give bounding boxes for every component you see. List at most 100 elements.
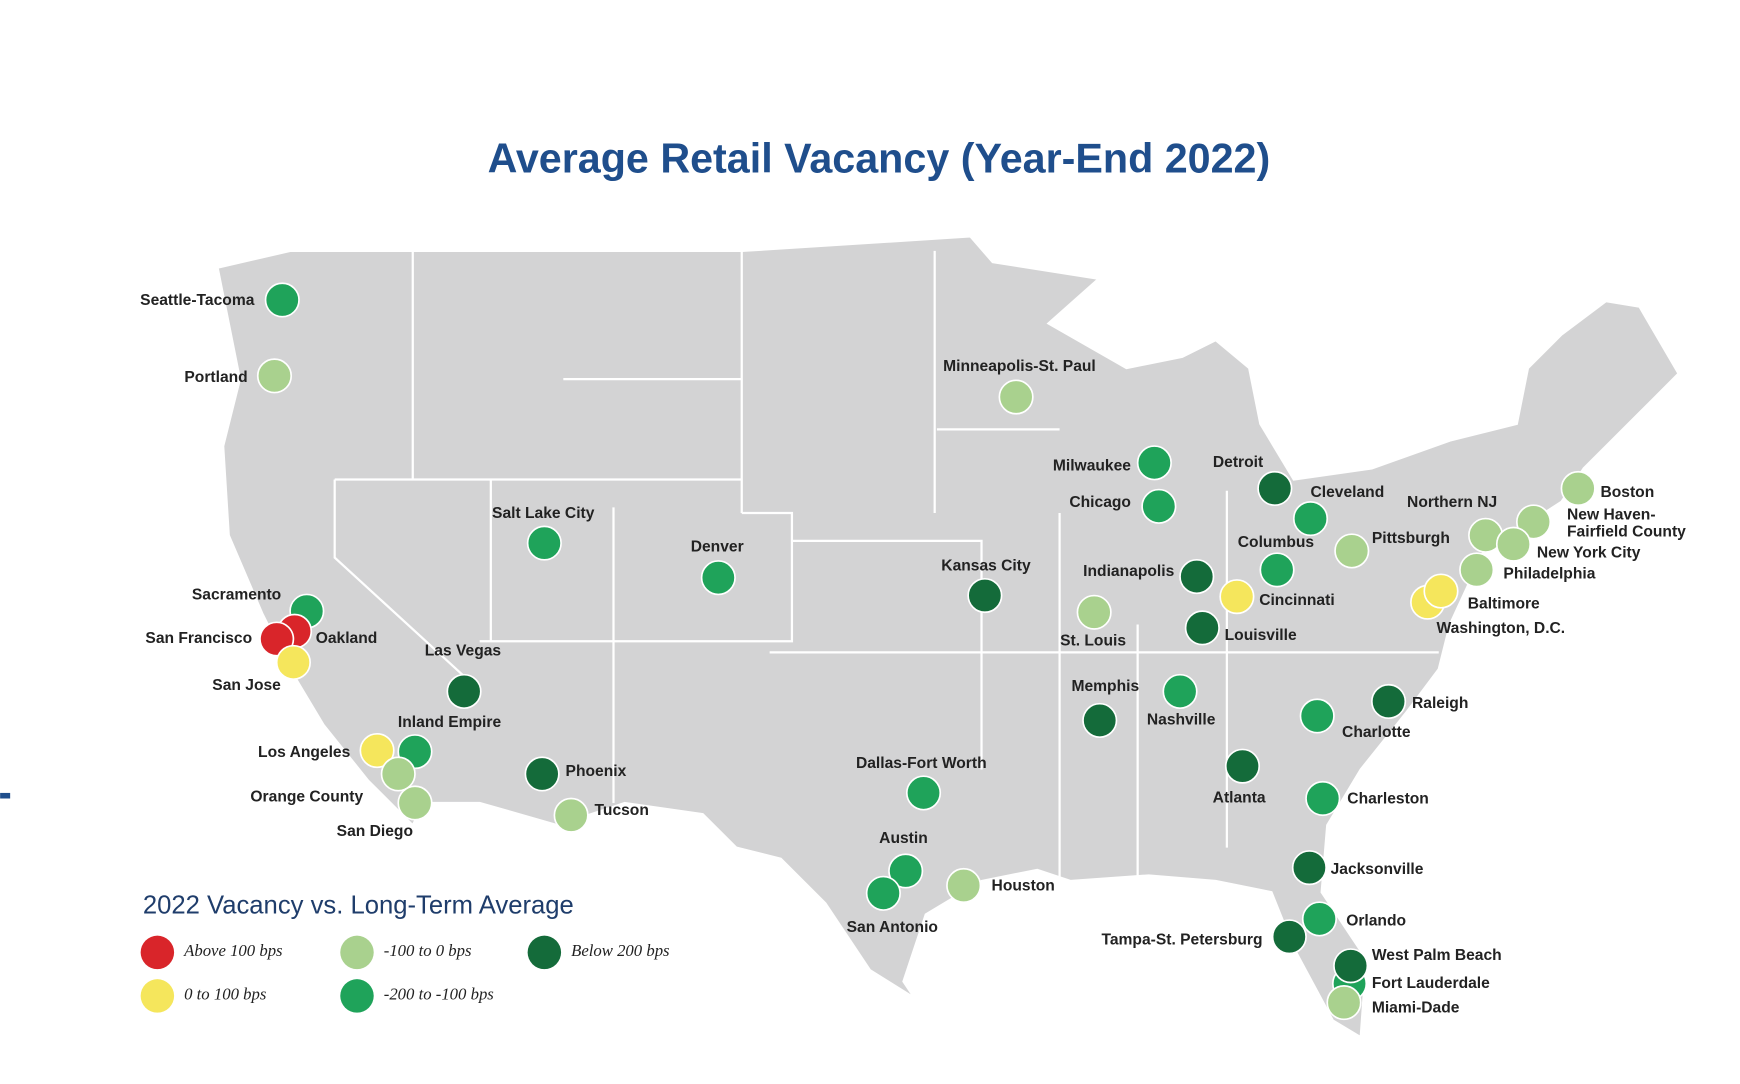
city-marker [1423, 573, 1459, 609]
city-marker [967, 577, 1003, 614]
city-label: Pittsburgh [1372, 530, 1450, 547]
city-label: Denver [691, 539, 744, 556]
city-marker [1333, 948, 1369, 984]
city-marker [359, 732, 395, 769]
city-label: West Palm Beach [1372, 947, 1502, 964]
legend-swatch [340, 935, 374, 970]
city-label: Baltimore [1468, 596, 1540, 613]
map-title: Average Retail Vacancy (Year-End 2022) [488, 136, 1271, 182]
city-marker [1141, 488, 1177, 524]
legend-swatch [140, 935, 175, 970]
city-label: Indianapolis [1083, 563, 1174, 580]
legend-label: 0 to 100 bps [184, 985, 266, 1004]
city-marker [1179, 559, 1215, 595]
city-label: San Antonio [847, 919, 938, 936]
city-marker [1257, 470, 1293, 507]
city-marker [1299, 698, 1335, 734]
city-marker [526, 525, 562, 561]
city-label: Salt Lake City [492, 505, 595, 522]
city-marker [397, 785, 433, 821]
city-marker [1334, 533, 1370, 569]
city-label: Dallas-Fort Worth [856, 755, 987, 772]
legend-swatch [340, 979, 374, 1013]
city-label-box: New Haven-Fairfield County [1567, 506, 1686, 540]
city-label: Detroit [1213, 454, 1263, 471]
city-marker [1371, 683, 1407, 720]
city-label: Philadelphia [1503, 565, 1595, 582]
city-label: Louisville [1225, 627, 1297, 644]
city-marker [264, 282, 300, 318]
city-label: San Jose [212, 677, 281, 694]
city-label: Oakland [316, 630, 378, 647]
city-marker [700, 560, 736, 596]
city-marker [865, 875, 901, 911]
city-marker [1291, 850, 1327, 886]
city-label: Nashville [1147, 712, 1216, 729]
city-label: Minneapolis-St. Paul [943, 358, 1096, 375]
city-marker [1082, 702, 1118, 739]
city-label: Milwaukee [1053, 457, 1131, 474]
city-marker [946, 867, 982, 904]
city-label: Inland Empire [398, 714, 502, 731]
city-marker [1301, 901, 1338, 937]
city-label: Las Vegas [425, 642, 502, 659]
city-label: Houston [992, 878, 1055, 895]
city-marker [1184, 610, 1220, 646]
city-marker [1076, 594, 1112, 630]
city-marker [1259, 552, 1295, 588]
city-marker [380, 756, 416, 792]
city-label: Miami-Dade [1372, 999, 1460, 1016]
city-label: Tucson [595, 802, 649, 819]
legend-swatch [140, 979, 175, 1013]
city-label: St. Louis [1060, 632, 1126, 649]
city-label: San Diego [337, 823, 413, 840]
city-marker [1136, 445, 1172, 481]
city-label: Cleveland [1311, 484, 1385, 501]
city-marker [1224, 748, 1261, 784]
city-label: Kansas City [941, 558, 1031, 575]
city-label: Charlotte [1342, 724, 1411, 741]
city-marker [1219, 579, 1255, 615]
city-marker [553, 797, 589, 833]
city-label: New Haven-Fairfield County [1567, 506, 1686, 540]
city-label: Washington, D.C. [1437, 620, 1566, 637]
city-label: Seattle-Tacoma [140, 292, 255, 309]
city-marker [1292, 501, 1329, 537]
city-label: Boston [1600, 484, 1654, 501]
city-marker [446, 673, 482, 710]
legend-label: -200 to -100 bps [384, 985, 494, 1004]
legend-title: 2022 Vacancy vs. Long-Term Average [143, 891, 574, 919]
city-marker [1495, 526, 1532, 562]
legend-label: Below 200 bps [571, 941, 669, 960]
legend-label: Above 100 bps [183, 941, 282, 960]
city-marker [905, 775, 942, 811]
city-label: Orange County [250, 789, 363, 806]
city-label: Memphis [1071, 678, 1139, 695]
city-label: Columbus [1238, 534, 1315, 551]
city-marker [888, 853, 924, 889]
city-label: Portland [184, 369, 247, 386]
city-label: New York City [1537, 544, 1641, 561]
edge-mark [0, 792, 11, 799]
city-marker [998, 379, 1034, 415]
cities: Seattle-Tacoma Portland Minneapolis-St. Pa… [140, 282, 1686, 1021]
city-label: Sacramento [192, 587, 281, 604]
legend-swatch [527, 935, 562, 970]
city-label: Tampa-St. Petersburg [1102, 931, 1263, 948]
city-label: Orlando [1346, 912, 1406, 929]
city-label: Raleigh [1412, 695, 1468, 712]
city-marker [524, 756, 560, 792]
city-label: Charleston [1347, 791, 1429, 808]
city-marker [275, 644, 311, 681]
state-lines [333, 250, 1439, 882]
city-marker [1305, 780, 1341, 817]
legend: Above 100 bps 0 to 100 bps -100 to 0 bps -2… [140, 935, 670, 1013]
city-label: Cincinnati [1259, 592, 1334, 609]
city-label: Chicago [1069, 494, 1131, 511]
city-label: Fort Lauderdale [1372, 975, 1490, 992]
city-marker [1271, 919, 1307, 955]
city-label: Los Angeles [258, 744, 351, 761]
city-label: Phoenix [566, 763, 627, 780]
city-label: Jacksonville [1331, 861, 1424, 878]
